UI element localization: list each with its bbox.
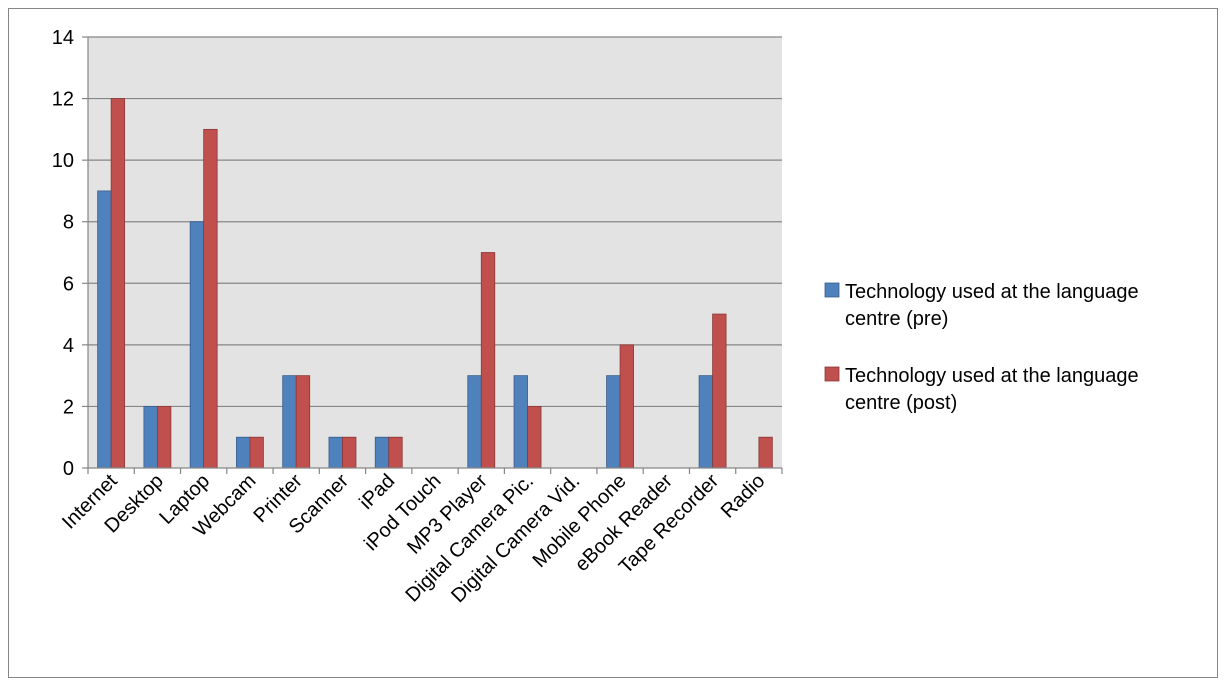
bar-pre-webcam: [236, 436, 251, 469]
bar-pre-scanner: [328, 436, 343, 469]
legend-label: Technology used at the language: [845, 365, 1139, 387]
legend: Technology used at the language centre (p…: [824, 281, 1139, 414]
y-tick-label: 8: [63, 212, 74, 234]
bars: [97, 98, 773, 469]
legend-label: centre (post): [845, 392, 957, 414]
bar-post-scanner: [342, 436, 357, 469]
bar-pre-tape-recorder: [698, 375, 713, 469]
legend-swatch: [824, 366, 840, 382]
bar-post-mp3-player: [480, 252, 496, 469]
legend-label: Technology used at the language: [845, 281, 1139, 303]
bar-pre-mp3-player: [467, 375, 482, 469]
bar-post-internet: [110, 98, 126, 469]
bar-pre-ipad: [374, 436, 390, 469]
bar-post-desktop: [156, 406, 172, 469]
legend-label: centre (pre): [845, 308, 948, 330]
x-tick-label: Radio: [717, 470, 770, 523]
bar-pre-printer: [282, 375, 297, 469]
bar-post-ipad: [388, 436, 403, 469]
bar-pre-laptop: [189, 221, 205, 469]
y-tick-label: 14: [52, 27, 74, 49]
y-tick-label: 10: [52, 150, 74, 172]
bar-pre-mobile-phone: [606, 375, 621, 469]
bar-post-mobile-phone: [619, 344, 634, 469]
y-tick-label: 6: [63, 273, 74, 295]
bar-post-digital-camera-pic: [527, 406, 542, 469]
bar-post-tape-recorder: [712, 313, 727, 469]
y-tick-label: 12: [52, 89, 74, 111]
y-tick-label: 0: [63, 458, 74, 480]
bar-pre-internet: [97, 190, 112, 469]
y-tick-label: 4: [63, 335, 74, 357]
bar-pre-digital-camera-pic: [513, 375, 528, 469]
bar-post-webcam: [249, 436, 264, 469]
bar-post-laptop: [203, 128, 218, 469]
legend-swatch: [824, 282, 840, 298]
bar-post-radio: [758, 436, 773, 469]
bar-post-printer: [295, 375, 311, 469]
bar-pre-desktop: [143, 406, 158, 469]
y-tick-label: 2: [63, 396, 74, 418]
